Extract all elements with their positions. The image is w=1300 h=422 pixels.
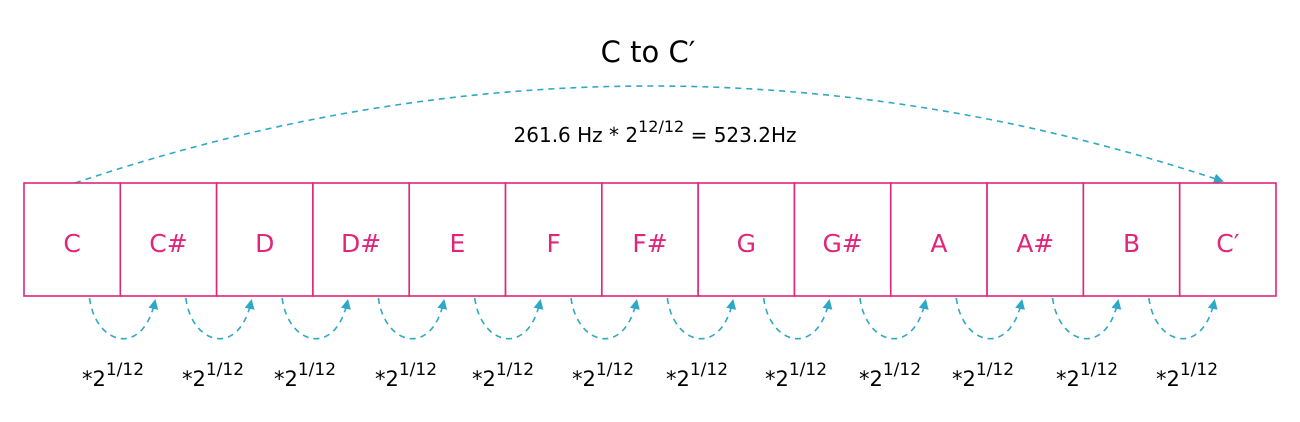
semitone-step-label: *21/12 xyxy=(1056,360,1118,391)
note-box xyxy=(119,182,218,297)
step-prefix: *2 xyxy=(375,367,399,391)
step-prefix: *2 xyxy=(82,367,106,391)
step-exponent: 1/12 xyxy=(976,360,1014,380)
semitone-step-arrow xyxy=(281,297,351,340)
semitone-step-label: *21/12 xyxy=(182,360,244,391)
step-exponent: 1/12 xyxy=(399,360,437,380)
semitone-step-label: *21/12 xyxy=(82,360,144,391)
step-prefix: *2 xyxy=(1156,367,1180,391)
step-prefix: *2 xyxy=(472,367,496,391)
note-box xyxy=(793,182,892,297)
note-label: C xyxy=(63,229,80,258)
step-exponent: 1/12 xyxy=(206,360,244,380)
note-label: A# xyxy=(1016,229,1054,258)
step-exponent: 1/12 xyxy=(1080,360,1118,380)
semitone-step-label: *21/12 xyxy=(666,360,728,391)
step-exponent: 1/12 xyxy=(883,360,921,380)
semitone-step-label: *21/12 xyxy=(375,360,437,391)
step-exponent: 1/12 xyxy=(106,360,144,380)
note-label: D xyxy=(255,229,274,258)
note-label: C′ xyxy=(1216,229,1239,258)
semitone-step-label: *21/12 xyxy=(274,360,336,391)
semitone-step-arrow xyxy=(570,297,640,340)
semitone-step-arrow xyxy=(1051,297,1122,340)
note-box xyxy=(1082,182,1181,297)
step-exponent: 1/12 xyxy=(789,360,827,380)
semitone-step-arrow xyxy=(666,297,737,340)
diagram-title: C to C′ xyxy=(601,35,696,69)
semitone-step-label: *21/12 xyxy=(472,360,534,391)
note-box xyxy=(889,182,988,297)
octave-formula: 261.6 Hz * 212/12 = 523.2Hz xyxy=(514,117,797,147)
semitone-step-arrow xyxy=(473,297,544,340)
semitone-steps: *21/12 *21/12 *21/12 *21/12 *21/12 *21/12 *21/… xyxy=(82,297,1218,391)
semitone-step-arrow xyxy=(762,297,833,340)
semitone-step-arrow xyxy=(377,297,448,340)
note-label: B xyxy=(1123,229,1140,258)
note-label: F xyxy=(546,229,560,258)
note-box xyxy=(504,182,603,297)
step-exponent: 1/12 xyxy=(298,360,336,380)
semitone-step-arrow xyxy=(859,297,929,340)
formula-base: 261.6 Hz * 2 xyxy=(514,123,639,147)
semitone-step-arrow xyxy=(88,297,159,340)
step-prefix: *2 xyxy=(666,367,690,391)
step-prefix: *2 xyxy=(182,367,206,391)
step-exponent: 1/12 xyxy=(496,360,534,380)
step-prefix: *2 xyxy=(952,367,976,391)
semitone-step-arrow xyxy=(1148,297,1218,340)
semitone-step-label: *21/12 xyxy=(859,360,921,391)
octave-arc-arrow xyxy=(74,85,1224,184)
semitone-step-label: *21/12 xyxy=(572,360,634,391)
step-prefix: *2 xyxy=(572,367,596,391)
note-label: G xyxy=(737,229,756,258)
formula-result: = 523.2Hz xyxy=(684,123,796,147)
note-box xyxy=(986,182,1085,297)
step-prefix: *2 xyxy=(274,367,298,391)
note-label: C# xyxy=(149,229,187,258)
note-label: A xyxy=(930,229,947,258)
formula-exponent: 12/12 xyxy=(638,117,684,136)
note-label: F# xyxy=(632,229,667,258)
note-label: D# xyxy=(341,229,381,258)
note-label: E xyxy=(449,229,465,258)
semitone-step-arrow xyxy=(955,297,1025,340)
step-exponent: 1/12 xyxy=(690,360,728,380)
note-box xyxy=(1178,182,1277,297)
step-prefix: *2 xyxy=(765,367,789,391)
semitone-step-arrow xyxy=(185,297,255,340)
note-row: C C# D D# E F F# G G# A A# B C′ xyxy=(23,182,1277,297)
semitone-step-label: *21/12 xyxy=(765,360,827,391)
note-label: G# xyxy=(822,229,862,258)
step-prefix: *2 xyxy=(1056,367,1080,391)
step-prefix: *2 xyxy=(859,367,883,391)
step-exponent: 1/12 xyxy=(1180,360,1218,380)
semitone-step-label: *21/12 xyxy=(1156,360,1218,391)
step-exponent: 1/12 xyxy=(596,360,634,380)
note-box xyxy=(215,182,314,297)
semitone-step-label: *21/12 xyxy=(952,360,1014,391)
